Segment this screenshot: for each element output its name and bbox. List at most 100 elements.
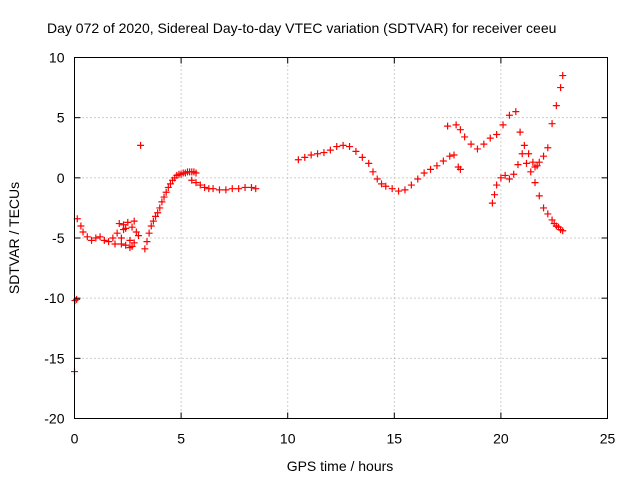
- data-point: [378, 180, 386, 188]
- data-point: [196, 181, 204, 189]
- data-point: [83, 233, 91, 241]
- data-point: [141, 245, 149, 253]
- plot-frame: [74, 57, 608, 419]
- data-point: [486, 134, 494, 142]
- data-point: [192, 179, 200, 187]
- data-point: [117, 234, 125, 242]
- data-point: [456, 165, 464, 173]
- data-point: [228, 185, 236, 193]
- data-point: [147, 222, 155, 230]
- data-point: [548, 216, 556, 224]
- data-point: [209, 185, 217, 193]
- data-point: [247, 183, 255, 191]
- data-point: [450, 151, 458, 159]
- y-tick-label: -20: [44, 411, 64, 427]
- data-point: [105, 238, 113, 246]
- data-point: [382, 182, 390, 190]
- data-point: [552, 102, 560, 110]
- x-tick-label: 25: [600, 431, 616, 447]
- x-axis-label: GPS time / hours: [287, 458, 394, 474]
- data-point: [149, 217, 157, 225]
- data-point: [158, 198, 166, 206]
- data-point: [130, 239, 138, 247]
- data-point: [92, 234, 100, 242]
- data-point: [252, 185, 260, 193]
- y-tick-label: 5: [57, 110, 65, 126]
- y-tick-label: 10: [49, 50, 65, 66]
- data-point: [493, 181, 501, 189]
- y-tick-label: -10: [44, 290, 64, 306]
- data-point: [373, 175, 381, 183]
- data-point: [339, 141, 347, 149]
- data-point: [88, 236, 96, 244]
- data-point: [130, 217, 138, 225]
- data-point: [407, 181, 415, 189]
- data-point: [120, 221, 128, 229]
- data-point: [427, 165, 435, 173]
- data-point: [388, 185, 396, 193]
- data-point: [540, 152, 548, 160]
- data-point: [559, 227, 567, 235]
- data-point: [395, 187, 403, 195]
- data-point: [510, 170, 518, 178]
- data-point: [505, 111, 513, 119]
- data-point: [111, 240, 119, 248]
- data-point: [143, 238, 151, 246]
- data-point: [522, 159, 530, 167]
- y-tick-label: 0: [57, 170, 65, 186]
- data-point: [201, 183, 209, 191]
- data-point: [401, 186, 409, 194]
- data-point: [152, 212, 160, 220]
- data-point: [446, 152, 454, 160]
- data-point: [117, 240, 125, 248]
- data-point: [235, 185, 243, 193]
- data-point: [166, 180, 174, 188]
- data-point: [473, 145, 481, 153]
- data-point: [77, 222, 85, 230]
- data-point: [467, 140, 475, 148]
- data-point: [137, 141, 145, 149]
- data-point: [100, 236, 108, 244]
- data-point: [128, 242, 136, 250]
- x-tick-label: 10: [280, 431, 296, 447]
- data-point: [109, 234, 117, 242]
- y-ticks: -20 -15 -10 -5 0 5 10: [44, 50, 608, 427]
- data-point: [535, 192, 543, 200]
- data-point: [134, 232, 142, 240]
- data-point: [512, 108, 520, 116]
- data-point: [113, 229, 121, 237]
- data-point: [132, 228, 140, 236]
- data-point: [365, 159, 373, 167]
- data-point: [241, 183, 249, 191]
- data-point: [520, 141, 528, 149]
- data-point: [346, 143, 354, 151]
- data-point: [126, 236, 134, 244]
- data-point: [128, 223, 136, 231]
- data-point: [461, 133, 469, 141]
- data-point: [444, 122, 452, 130]
- data-point: [160, 193, 168, 201]
- data-point: [79, 228, 87, 236]
- data-point: [215, 186, 223, 194]
- data-point: [493, 131, 501, 139]
- data-point: [420, 169, 428, 177]
- x-tick-label: 0: [71, 431, 79, 447]
- data-point: [525, 150, 533, 158]
- data-point: [548, 120, 556, 128]
- x-tick-label: 15: [387, 431, 403, 447]
- data-point: [488, 199, 496, 207]
- x-tick-label: 20: [493, 431, 509, 447]
- data-point: [115, 220, 123, 228]
- data-point: [516, 128, 524, 136]
- data-point: [222, 186, 230, 194]
- data-point: [414, 175, 422, 183]
- data-point: [531, 179, 539, 187]
- data-point: [162, 188, 170, 196]
- data-point: [514, 161, 522, 169]
- data-point: [352, 147, 360, 155]
- grid-lines: [74, 57, 608, 419]
- data-point: [307, 151, 315, 159]
- data-point: [154, 209, 162, 217]
- data-point: [544, 144, 552, 152]
